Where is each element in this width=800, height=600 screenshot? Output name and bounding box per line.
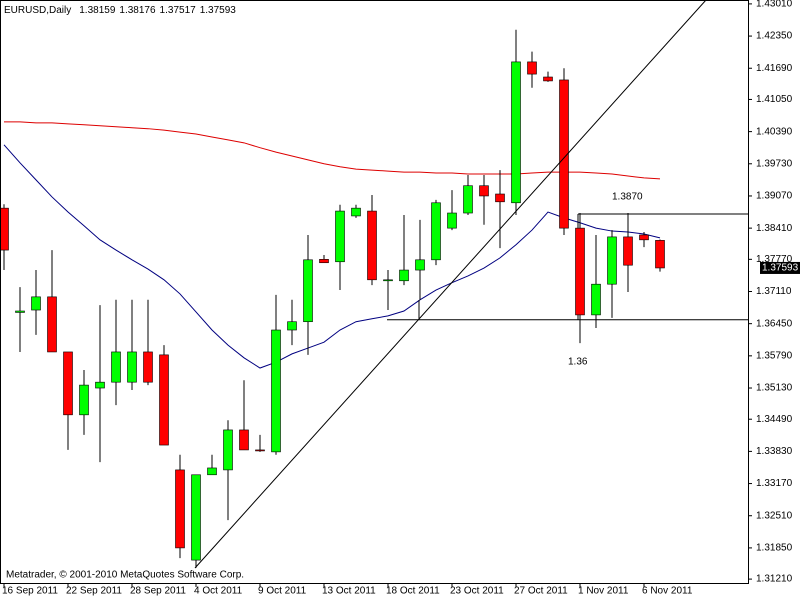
- header: EURUSD,Daily 1.38159 1.38176 1.37517 1.37593: [4, 5, 236, 16]
- plot-area: 1.3870 1.36: [0, 29, 748, 568]
- y-tick-label: 1.39070: [756, 191, 793, 202]
- candle-body: [575, 227, 585, 316]
- x-tick-label: 27 Oct 2011: [514, 586, 568, 597]
- candle-body: [223, 429, 233, 471]
- candle-body: [111, 351, 121, 383]
- candle-body: [639, 234, 649, 241]
- y-tick-label: 1.31850: [756, 543, 793, 554]
- candle-body: [591, 283, 601, 316]
- price-marker: [760, 261, 800, 274]
- candle-body: [623, 236, 633, 266]
- candle-body: [207, 467, 217, 476]
- candle-body: [143, 351, 153, 383]
- y-tick-label: 1.34490: [756, 414, 793, 425]
- candle-body: [511, 61, 521, 204]
- y-tick-label: 1.32510: [756, 510, 793, 521]
- candle-body: [239, 429, 249, 451]
- y-tick-label: 1.33170: [756, 478, 793, 489]
- y-tick-label: 1.37110: [756, 286, 792, 297]
- candle-body: [431, 202, 441, 261]
- x-tick-label: 16 Sep 2011: [2, 586, 58, 597]
- candle-body: [303, 259, 313, 323]
- y-tick-label: 1.40390: [756, 126, 793, 137]
- candle-body: [399, 269, 409, 282]
- candle-body: [79, 384, 89, 416]
- candle-body: [159, 354, 169, 446]
- y-tick-label: 1.41050: [756, 94, 793, 105]
- candle-body: [95, 381, 105, 389]
- x-tick-label: 22 Sep 2011: [66, 586, 122, 597]
- annotation: 1.36: [568, 357, 588, 368]
- candle-body: [191, 474, 201, 561]
- candle-body: [559, 79, 569, 229]
- y-tick-label: 1.33830: [756, 446, 793, 457]
- x-tick-label: 28 Sep 2011: [130, 586, 186, 597]
- header-low: 1.37517: [160, 5, 197, 16]
- candle-body: [47, 296, 57, 353]
- candle-body: [527, 61, 537, 75]
- header-close: 1.37593: [200, 5, 237, 16]
- candle-body: [415, 259, 425, 271]
- candle-body: [0, 207, 9, 251]
- header-open: 1.38159: [79, 5, 116, 16]
- x-tick-label: 6 Nov 2011: [642, 586, 693, 597]
- symbol: EURUSD,Daily: [4, 5, 71, 16]
- candle-body: [319, 259, 329, 264]
- trend-line: [194, 0, 707, 569]
- candle-body: [383, 279, 393, 282]
- annotation: 1.3870: [612, 192, 643, 203]
- price-marker-label: 1.37593: [762, 263, 799, 274]
- y-tick-label: 1.39730: [756, 158, 793, 169]
- candle-body: [543, 76, 553, 82]
- candle-body: [367, 210, 377, 281]
- candle-body: [463, 185, 473, 214]
- y-tick-label: 1.35130: [756, 383, 793, 394]
- candle-body: [479, 185, 489, 197]
- candle-body: [31, 296, 41, 311]
- y-tick-label: 1.38410: [756, 223, 793, 234]
- candle-body: [271, 329, 281, 453]
- moving-average: [3, 144, 661, 369]
- y-tick-label: 1.35790: [756, 350, 793, 361]
- candle-body: [287, 321, 297, 331]
- candle-body: [255, 449, 265, 452]
- candle-body: [447, 212, 457, 229]
- y-tick-label: 1.41690: [756, 63, 793, 74]
- candle-body: [15, 310, 25, 313]
- y-tick-label: 1.37770: [756, 254, 793, 265]
- header-high: 1.38176: [119, 5, 156, 16]
- candle-body: [63, 351, 73, 416]
- candle-body: [175, 469, 185, 549]
- x-tick-label: 18 Oct 2011: [386, 586, 440, 597]
- y-tick-label: 1.42350: [756, 31, 793, 42]
- y-tick-label: 1.43010: [756, 0, 793, 10]
- x-tick-label: 13 Oct 2011: [322, 586, 376, 597]
- x-tick-label: 1 Nov 2011: [578, 586, 629, 597]
- candle-body: [655, 240, 665, 269]
- y-tick-label: 1.31210: [756, 574, 793, 585]
- candle-body: [335, 210, 345, 263]
- x-tick-label: 23 Oct 2011: [450, 586, 504, 597]
- y-tick-label: 1.36450: [756, 318, 793, 329]
- watermark: Metatrader, © 2001-2010 MetaQuotes Softw…: [6, 570, 244, 581]
- candle-body: [127, 351, 137, 383]
- candle-body: [351, 207, 361, 217]
- x-tick-label: 9 Oct 2011: [258, 586, 307, 597]
- candle-body: [495, 193, 505, 203]
- candle-body: [607, 236, 617, 285]
- x-tick-label: 4 Oct 2011: [194, 586, 243, 597]
